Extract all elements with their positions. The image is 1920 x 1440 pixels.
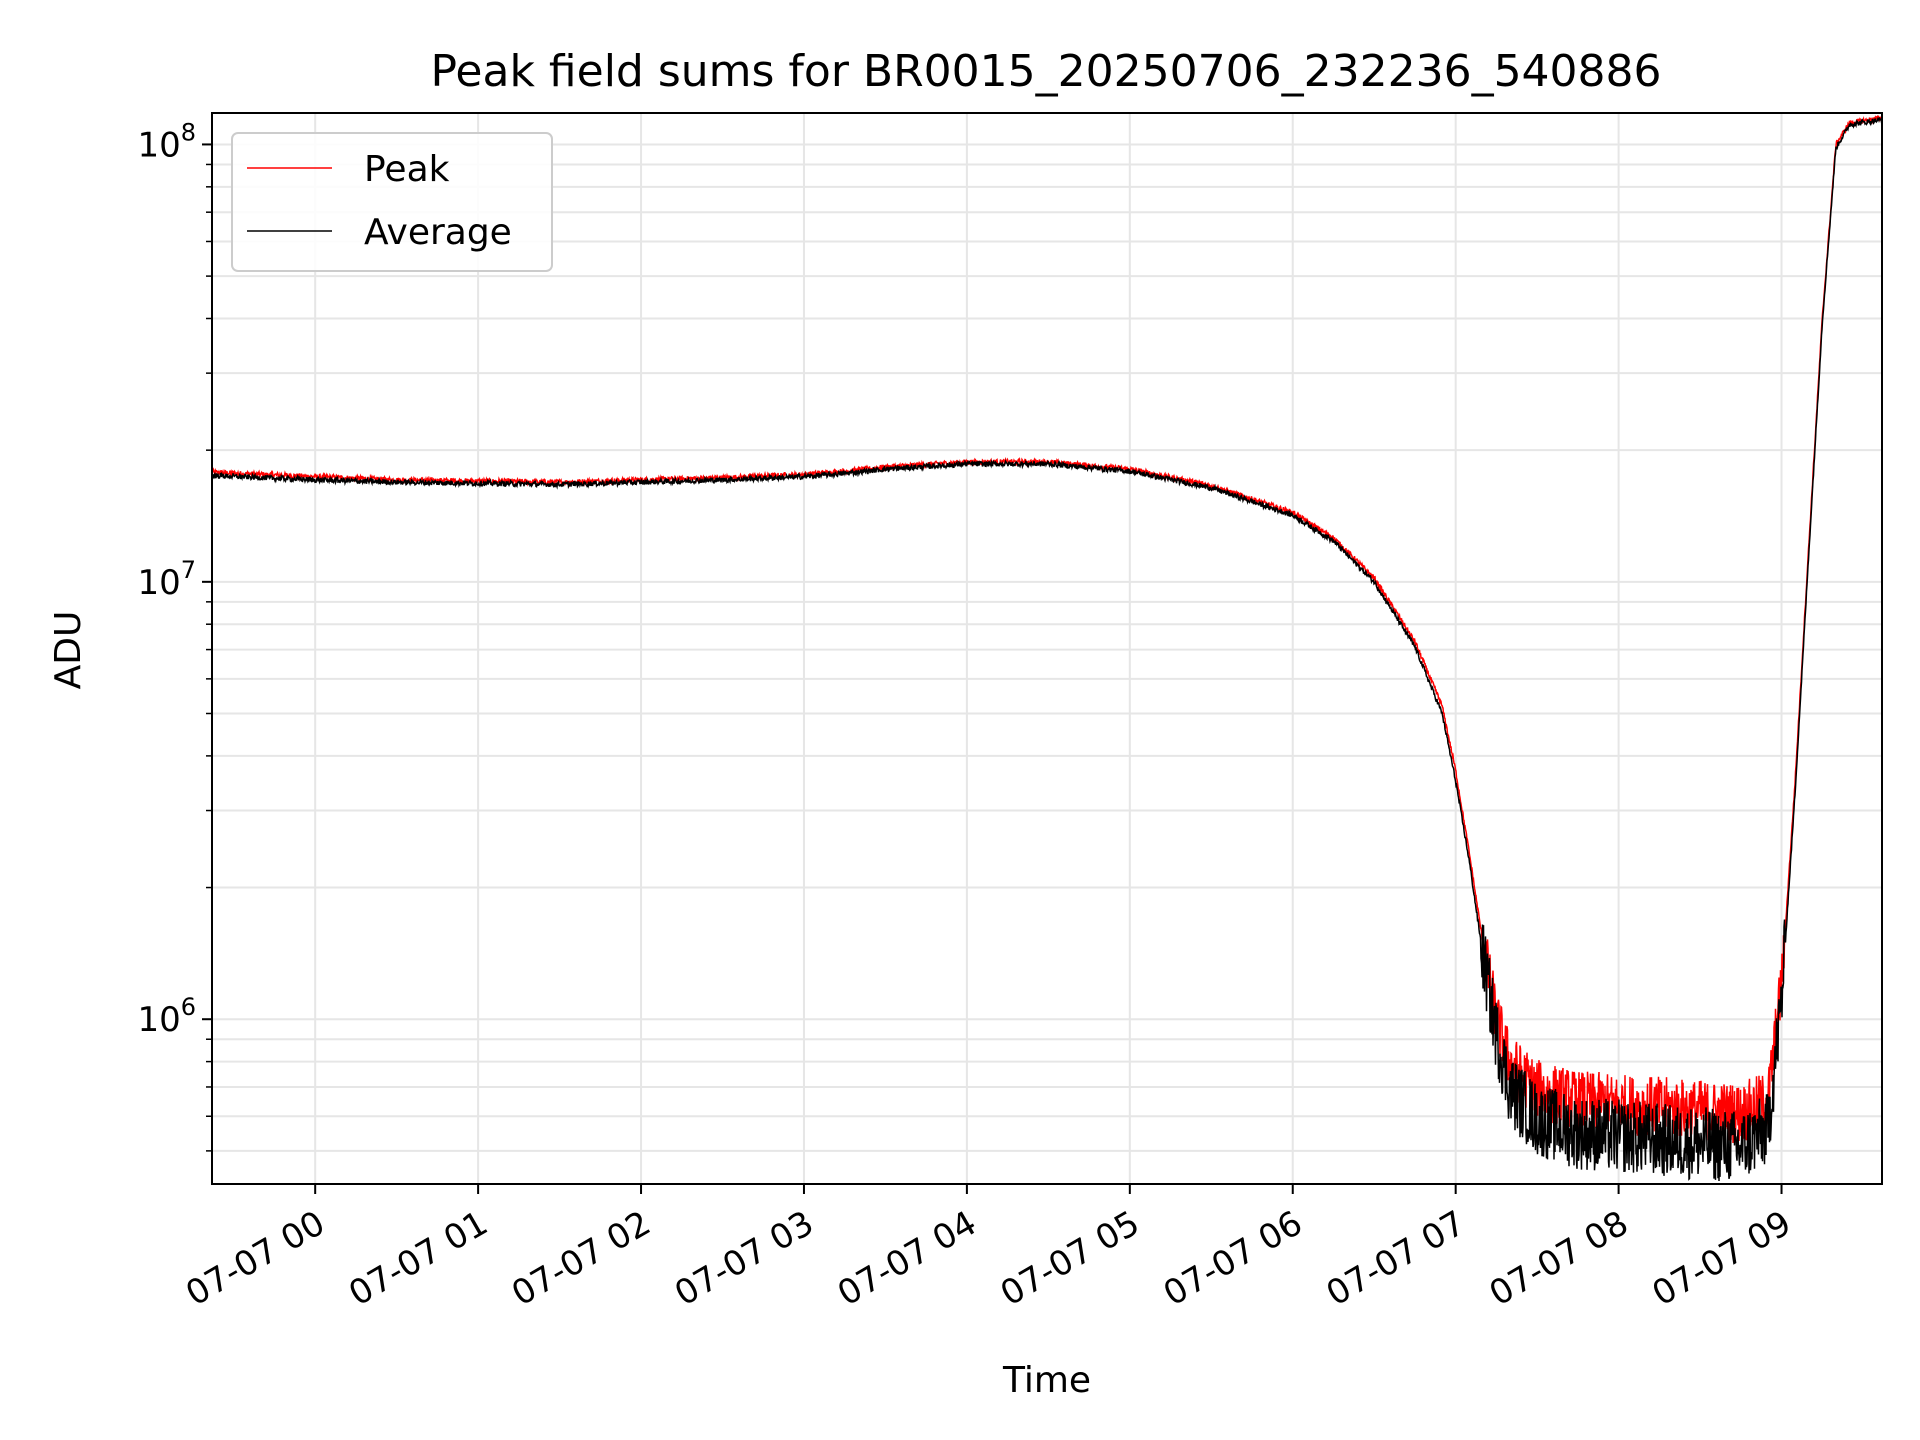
y-axis: 106 107 108 xyxy=(137,118,212,1152)
grid xyxy=(212,113,1882,1184)
y-tick-label: 107 xyxy=(137,556,196,603)
legend: Peak Average xyxy=(231,132,553,272)
series-line-average xyxy=(211,116,1883,1182)
legend-label-peak: Peak xyxy=(364,149,450,190)
x-axis-label: Time xyxy=(1002,1360,1091,1401)
y-tick-label: 106 xyxy=(137,993,196,1040)
legend-label-average: Average xyxy=(364,212,512,253)
series-lines xyxy=(211,114,1883,1182)
plot-frame xyxy=(211,112,1883,1185)
chart-title: Peak field sums for BR0015_20250706_2322… xyxy=(430,46,1661,97)
y-tick-label: 108 xyxy=(137,118,196,165)
y-axis-label: ADU xyxy=(48,611,89,690)
